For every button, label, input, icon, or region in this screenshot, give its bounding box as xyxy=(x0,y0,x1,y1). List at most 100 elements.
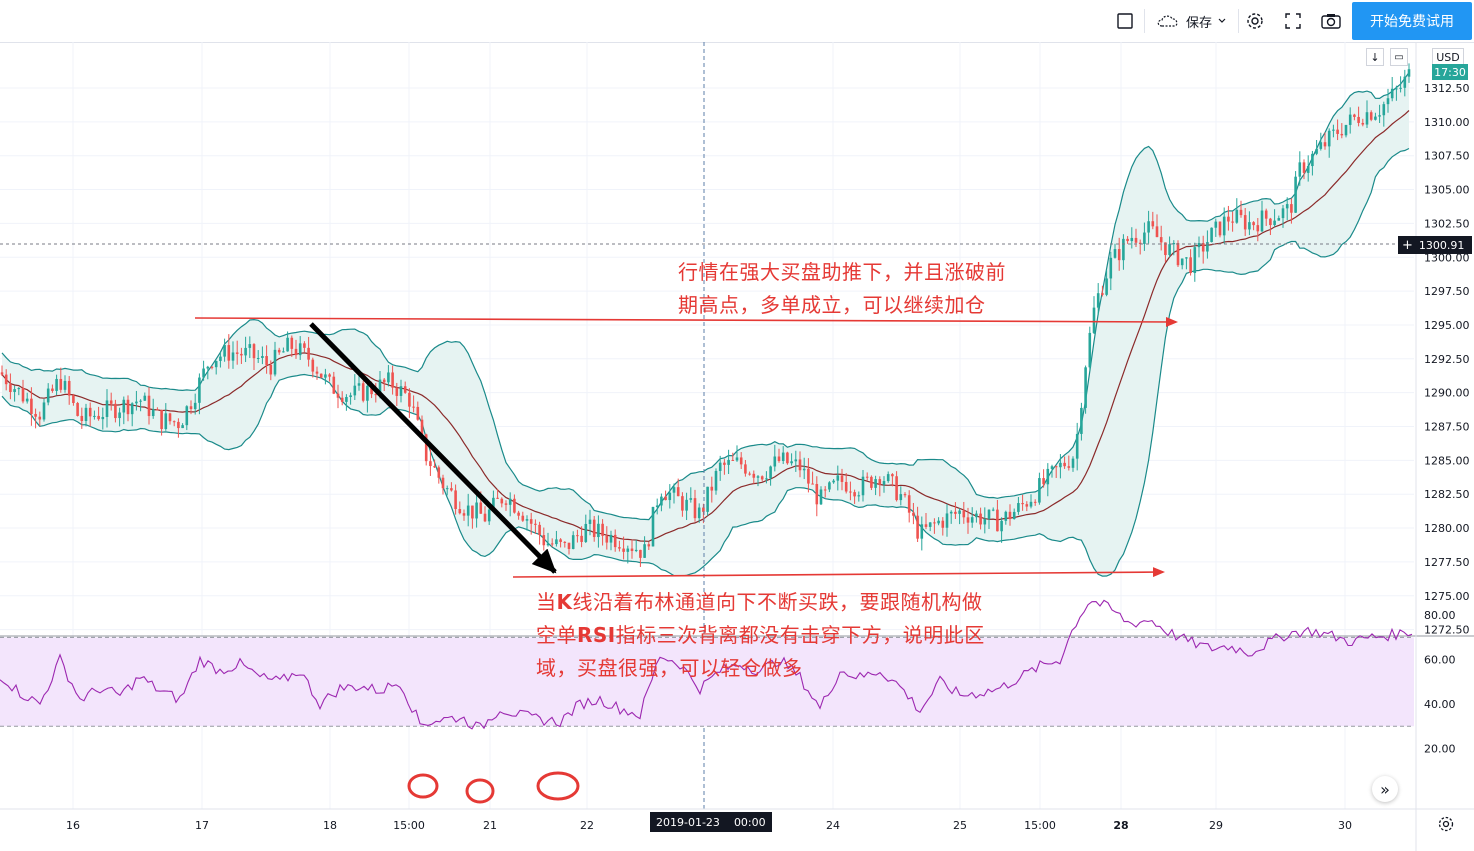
candle xyxy=(399,379,403,403)
candle xyxy=(1302,159,1306,180)
candle xyxy=(1344,124,1348,138)
candle xyxy=(1348,107,1352,134)
candle xyxy=(777,448,781,463)
candle xyxy=(80,407,84,429)
time-tick-label: 22 xyxy=(580,819,594,832)
bollinger-basis-line xyxy=(1,110,1410,542)
candle xyxy=(244,336,247,363)
fullscreen-icon[interactable] xyxy=(1278,6,1308,36)
time-tick-label: 21 xyxy=(483,819,497,832)
candle xyxy=(332,371,336,395)
candle xyxy=(315,366,319,380)
scroll-to-realtime-button[interactable]: » xyxy=(1372,776,1398,802)
candle xyxy=(118,407,121,427)
candle xyxy=(878,476,882,497)
candle xyxy=(185,405,189,431)
candle xyxy=(996,499,999,532)
plus-icon[interactable]: + xyxy=(1402,237,1413,253)
candle xyxy=(794,450,798,472)
candle xyxy=(1193,242,1197,282)
candle xyxy=(290,335,294,357)
candle xyxy=(886,471,890,483)
price-tick-label: 1290.00 xyxy=(1424,387,1470,400)
candle xyxy=(1059,454,1062,479)
candle xyxy=(223,338,226,362)
candle xyxy=(928,522,932,532)
candle xyxy=(647,541,651,550)
candle xyxy=(1218,221,1222,238)
candle xyxy=(710,476,714,503)
candle xyxy=(588,509,592,536)
currency-label[interactable]: USD xyxy=(1432,48,1464,66)
start-free-trial-button[interactable]: 开始免费试用 xyxy=(1352,2,1472,40)
candle xyxy=(1214,218,1218,237)
candle xyxy=(1369,110,1373,122)
candle xyxy=(1281,205,1285,228)
candle xyxy=(324,368,327,385)
candle xyxy=(1155,214,1159,238)
candle xyxy=(874,475,877,496)
price-tick-label: 1275.00 xyxy=(1424,590,1470,603)
candle xyxy=(34,408,37,429)
candle xyxy=(1138,239,1142,255)
candle xyxy=(609,530,613,551)
candle xyxy=(1105,270,1108,297)
candle xyxy=(811,471,814,485)
candle xyxy=(1323,132,1327,150)
arrow-down-icon[interactable]: ↓ xyxy=(1366,48,1384,66)
candle xyxy=(861,469,865,502)
time-tick-label: 28 xyxy=(1113,819,1128,832)
candle xyxy=(1231,211,1234,232)
candle xyxy=(1159,225,1163,251)
candle xyxy=(1399,76,1402,93)
downtrend-arrow[interactable] xyxy=(309,322,557,574)
candle xyxy=(1243,208,1247,236)
resistance-arrow-line[interactable] xyxy=(194,316,1178,327)
candle xyxy=(941,517,945,536)
candle xyxy=(714,468,718,495)
candle xyxy=(311,357,315,378)
candle xyxy=(1096,283,1100,315)
candle xyxy=(277,347,281,355)
candle xyxy=(962,501,966,524)
chart-settings-gear-icon[interactable] xyxy=(1436,814,1456,834)
support-arrow-line[interactable] xyxy=(512,567,1165,578)
crosshair-time: 00:00 xyxy=(733,815,766,829)
candle xyxy=(395,382,399,407)
candle xyxy=(605,526,609,550)
square-icon[interactable] xyxy=(1110,6,1140,36)
candle xyxy=(168,412,172,425)
candle xyxy=(336,384,340,409)
candle xyxy=(529,512,533,535)
candle xyxy=(198,373,201,415)
rsi-axis[interactable]: 80.00 60.00 40.00 20.00 xyxy=(1424,609,1456,755)
camera-icon[interactable] xyxy=(1316,6,1346,36)
chart-canvas[interactable]: 1312.50 1310.00 1307.50 1305.00 1302.50 1300.… xyxy=(0,42,1474,851)
restore-icon[interactable]: ▭ xyxy=(1390,48,1408,66)
candle xyxy=(273,341,277,377)
settings-gear-icon[interactable] xyxy=(1240,6,1270,36)
price-axis[interactable]: 1312.50 1310.00 1307.50 1305.00 1302.50 1300.… xyxy=(1424,82,1470,637)
candle xyxy=(966,507,970,534)
candle xyxy=(1101,285,1104,297)
rsi-tick-label: 20.00 xyxy=(1424,742,1456,755)
time-tick-label: 15:00 xyxy=(393,819,425,832)
candle xyxy=(895,471,898,502)
candle xyxy=(1340,123,1344,139)
candle xyxy=(307,336,310,367)
candle xyxy=(0,365,4,376)
candle xyxy=(21,379,25,404)
candle xyxy=(1407,63,1411,83)
candle xyxy=(1306,155,1310,182)
candle xyxy=(445,485,449,496)
candle xyxy=(408,388,411,418)
candle xyxy=(1109,251,1113,291)
time-tick-label: 17 xyxy=(195,819,209,832)
save-button[interactable]: 保存 xyxy=(1150,6,1234,36)
candle xyxy=(219,351,222,368)
candle xyxy=(345,394,348,411)
time-axis[interactable]: 16 17 18 15:00 21 22 24 25 15:00 28 29 30 xyxy=(66,819,1352,832)
bollinger-upper-band xyxy=(1,72,1410,521)
candle xyxy=(160,409,163,436)
candle xyxy=(937,517,940,526)
